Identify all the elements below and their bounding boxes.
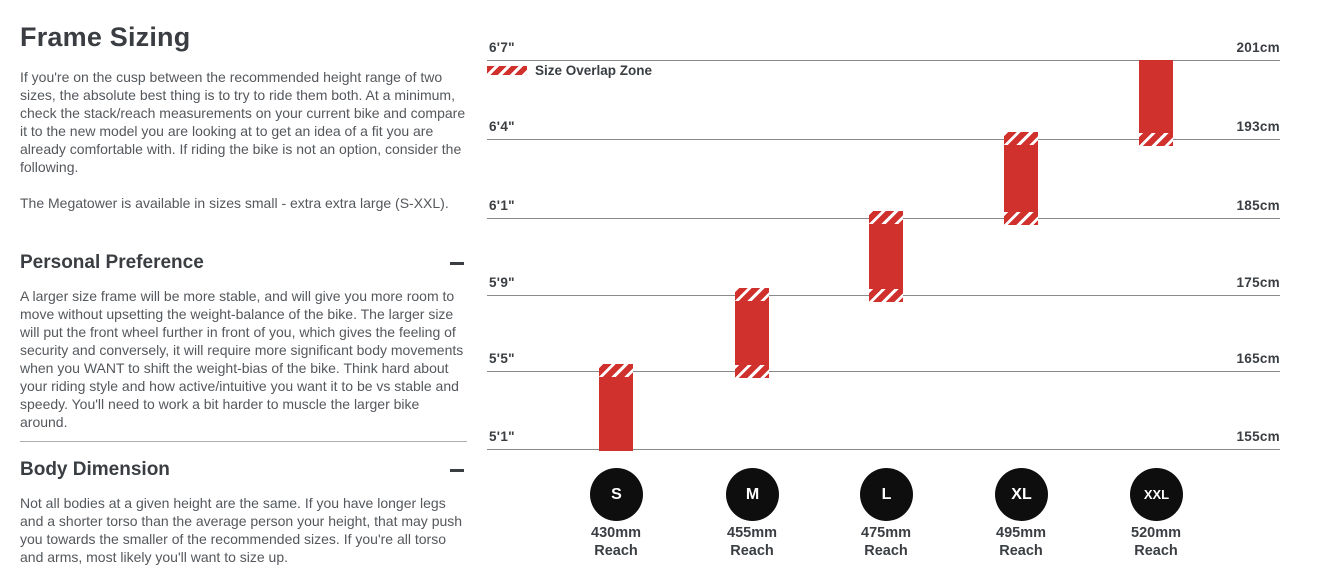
personal-preference-paragraph: A larger size frame will be more stable,… — [20, 288, 464, 430]
frame-size-chart: 6'7" 6'4" 6'1" 5'9" 5'5" 5'1" 201cm 193c… — [487, 0, 1280, 578]
gridline-193cm — [487, 139, 1280, 140]
overlap-zone-hatch — [1004, 212, 1038, 225]
reach-word: Reach — [594, 543, 638, 559]
axis-tick-ft: 5'1" — [489, 429, 515, 444]
collapse-minus-icon[interactable] — [450, 468, 464, 472]
reach-label-l: 475mm Reach — [821, 524, 951, 560]
size-range-bar-s — [599, 364, 633, 451]
intro-paragraph: If you're on the cusp between the recomm… — [20, 69, 466, 175]
size-badge-m: M — [726, 468, 779, 521]
axis-tick-ft: 6'7" — [489, 40, 515, 55]
axis-tick-cm: 155cm — [1236, 429, 1280, 444]
size-badge-xxl: XXL — [1130, 468, 1183, 521]
page-title: Frame Sizing — [20, 22, 191, 52]
gridline-165cm — [487, 371, 1280, 372]
axis-tick-ft: 5'9" — [489, 275, 515, 290]
overlap-zone-hatch — [869, 289, 903, 302]
collapse-minus-icon[interactable] — [450, 261, 464, 265]
section-header-personal-preference[interactable]: Personal Preference — [20, 252, 467, 274]
reach-word: Reach — [1134, 543, 1178, 559]
overlap-zone-hatch — [869, 211, 903, 224]
section-title: Personal Preference — [20, 252, 204, 273]
chart-legend: Size Overlap Zone — [487, 63, 652, 78]
reach-value: 495mm — [996, 525, 1046, 541]
reach-value: 430mm — [591, 525, 641, 541]
sizes-available-paragraph: The Megatower is available in sizes smal… — [20, 195, 449, 211]
axis-tick-ft: 6'1" — [489, 198, 515, 213]
size-range-bar-xl — [1004, 132, 1038, 225]
axis-tick-ft: 6'4" — [489, 119, 515, 134]
overlap-hatch-swatch-icon — [487, 66, 527, 75]
reach-label-s: 430mm Reach — [551, 524, 681, 560]
reach-label-xxl: 520mm Reach — [1091, 524, 1221, 560]
overlap-zone-hatch — [735, 365, 769, 378]
reach-word: Reach — [730, 543, 774, 559]
size-badge-s: S — [590, 468, 643, 521]
body-dimension-paragraph: Not all bodies at a given height are the… — [20, 495, 463, 565]
legend-label: Size Overlap Zone — [535, 63, 653, 78]
reach-value: 475mm — [861, 525, 911, 541]
content-column: Frame Sizing If you're on the cusp betwe… — [20, 0, 467, 566]
gridline-155cm — [487, 449, 1280, 450]
reach-value: 520mm — [1131, 525, 1181, 541]
overlap-zone-hatch — [1139, 133, 1173, 146]
axis-tick-ft: 5'5" — [489, 351, 515, 366]
axis-tick-cm: 201cm — [1236, 40, 1280, 55]
overlap-zone-hatch — [599, 364, 633, 377]
section-title: Body Dimension — [20, 459, 170, 480]
axis-tick-cm: 193cm — [1236, 119, 1280, 134]
section-divider — [20, 441, 467, 442]
reach-label-m: 455mm Reach — [687, 524, 817, 560]
reach-word: Reach — [864, 543, 908, 559]
size-badge-xl: XL — [995, 468, 1048, 521]
axis-tick-cm: 165cm — [1236, 351, 1280, 366]
overlap-zone-hatch — [735, 288, 769, 301]
section-header-body-dimension[interactable]: Body Dimension — [20, 459, 467, 481]
reach-value: 455mm — [727, 525, 777, 541]
reach-word: Reach — [999, 543, 1043, 559]
size-range-bar-l — [869, 211, 903, 302]
size-range-bar-xxl — [1139, 60, 1173, 146]
reach-label-xl: 495mm Reach — [956, 524, 1086, 560]
overlap-zone-hatch — [1004, 132, 1038, 145]
size-badge-l: L — [860, 468, 913, 521]
gridline-201cm — [487, 60, 1280, 61]
axis-tick-cm: 185cm — [1236, 198, 1280, 213]
axis-tick-cm: 175cm — [1236, 275, 1280, 290]
size-range-bar-m — [735, 288, 769, 378]
